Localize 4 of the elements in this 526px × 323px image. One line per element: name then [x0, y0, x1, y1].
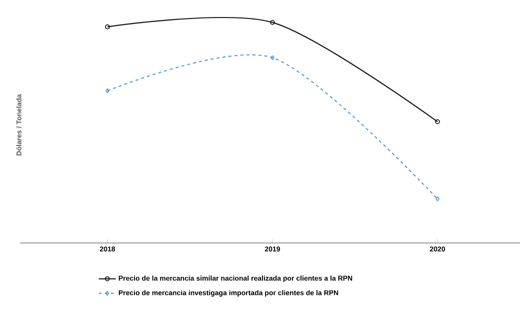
point	[436, 196, 440, 202]
point	[106, 88, 110, 94]
point	[270, 55, 274, 60]
point	[270, 20, 275, 25]
